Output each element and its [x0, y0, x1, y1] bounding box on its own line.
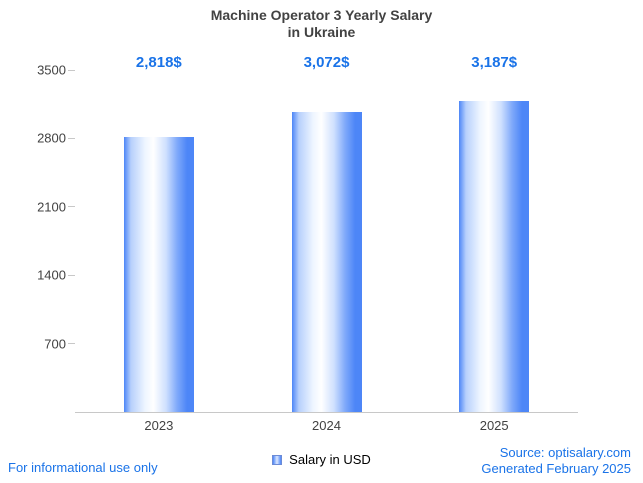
- bar-2023: [123, 136, 194, 412]
- footer-right: Source: optisalary.com Generated Februar…: [481, 445, 631, 477]
- bar-2025: [459, 100, 530, 412]
- bar-value-label-2025: 3,187$: [471, 54, 518, 71]
- chart-title: Machine Operator 3 Yearly Salary in Ukra…: [0, 7, 643, 41]
- generated-date: Generated February 2025: [481, 461, 631, 476]
- plot-area: [68, 69, 578, 413]
- bar-column-2025: [410, 70, 578, 412]
- x-axis-label-2023: 2023: [144, 418, 174, 433]
- legend-color-swatch-icon: [272, 454, 283, 465]
- bar-2024: [291, 111, 362, 412]
- y-axis-tick-mark: [68, 69, 75, 71]
- legend: Salary in USD: [0, 452, 643, 467]
- bars-row: [75, 70, 578, 412]
- y-axis-tick-mark: [68, 274, 75, 276]
- y-axis-tick-label: 1400: [37, 267, 66, 283]
- y-axis-tick-mark: [68, 137, 75, 139]
- source-link[interactable]: Source: optisalary.com: [499, 445, 631, 460]
- y-axis-tick-label: 3500: [37, 62, 66, 78]
- y-axis-tick-mark: [68, 343, 75, 345]
- x-axis-label-2024: 2024: [312, 418, 341, 433]
- chart-title-line2: in Ukraine: [287, 24, 356, 40]
- y-axis-tick-label: 700: [44, 336, 66, 352]
- bar-value-label-2023: 2,818$: [135, 54, 182, 71]
- bar-column-2023: [75, 70, 243, 412]
- y-axis-tick-label: 2100: [37, 199, 66, 215]
- y-axis: 700 1400 2100 2800 3500: [0, 63, 66, 412]
- bar-column-2024: [243, 70, 411, 412]
- bar-value-label-2024: 3,072$: [303, 54, 350, 71]
- disclaimer-text: For informational use only: [8, 460, 158, 475]
- x-axis-label-2025: 2025: [479, 418, 509, 433]
- value-labels-row: 2,818$ 3,072$ 3,187$: [75, 54, 578, 72]
- x-axis-labels-row: 2023 2024 2025: [75, 418, 578, 433]
- y-axis-tick-mark: [68, 206, 75, 208]
- legend-label: Salary in USD: [289, 452, 371, 467]
- chart-title-line1: Machine Operator 3 Yearly Salary: [210, 7, 433, 23]
- y-axis-tick-label: 2800: [37, 130, 66, 146]
